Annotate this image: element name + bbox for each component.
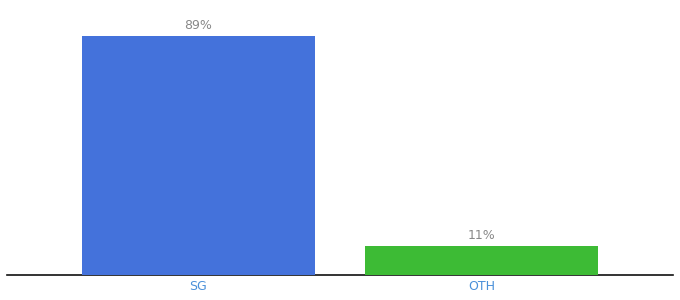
Bar: [365, 246, 598, 275]
Text: 11%: 11%: [468, 229, 496, 242]
Text: 89%: 89%: [184, 20, 212, 32]
Bar: [82, 37, 315, 275]
